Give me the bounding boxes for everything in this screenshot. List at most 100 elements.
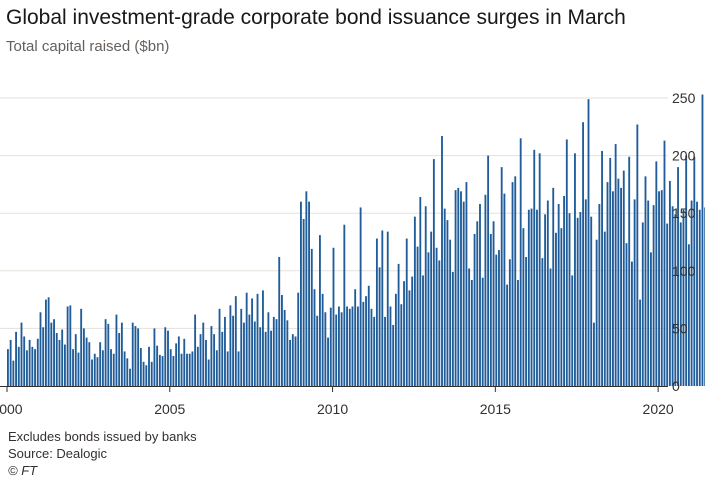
bar xyxy=(47,297,50,386)
bar xyxy=(568,213,571,386)
bar xyxy=(403,281,405,386)
bar xyxy=(685,155,688,386)
bar xyxy=(348,308,351,386)
bar xyxy=(639,299,641,386)
bar xyxy=(446,220,449,386)
bar xyxy=(598,203,601,386)
bar xyxy=(42,327,45,386)
bar xyxy=(582,122,585,386)
bar xyxy=(603,231,606,386)
bar xyxy=(329,307,332,386)
bar xyxy=(693,156,696,386)
bar xyxy=(481,277,484,386)
bar xyxy=(468,268,471,386)
bar xyxy=(346,306,348,386)
bar xyxy=(156,345,159,386)
bar xyxy=(321,293,324,386)
bar xyxy=(432,159,435,386)
bar xyxy=(213,334,216,386)
bar xyxy=(148,346,150,386)
bar xyxy=(443,208,446,386)
bar xyxy=(196,346,199,386)
y-tick-label: 250 xyxy=(672,90,696,106)
y-tick-label: 100 xyxy=(672,263,696,279)
bar xyxy=(137,328,140,386)
bar xyxy=(188,353,191,386)
bar xyxy=(373,316,376,386)
bar xyxy=(351,306,354,386)
bar xyxy=(397,263,400,386)
bar xyxy=(248,314,251,386)
bar xyxy=(557,203,560,386)
bar xyxy=(153,328,156,386)
bar xyxy=(278,256,281,386)
bar xyxy=(590,216,593,386)
bar xyxy=(473,233,476,386)
bar xyxy=(677,167,679,386)
bar xyxy=(620,187,622,386)
bar xyxy=(129,368,131,386)
bar xyxy=(186,353,188,386)
bar xyxy=(441,136,443,386)
bar xyxy=(286,320,289,386)
bar xyxy=(297,292,300,386)
bar xyxy=(96,357,99,386)
chart-footer: Excludes bonds issued by banks Source: D… xyxy=(8,428,197,479)
x-axis-labels: 2000 2005 2010 2015 2020 xyxy=(0,401,674,417)
bar-chart: 0 50 100 150 200 250 2000 2005 2010 2015 2020 xyxy=(0,90,705,417)
bar xyxy=(479,203,481,386)
bar xyxy=(172,356,175,386)
bar xyxy=(20,322,23,386)
bar xyxy=(145,365,148,386)
bar xyxy=(563,195,566,386)
bar xyxy=(465,182,468,386)
bar xyxy=(134,326,137,386)
bar xyxy=(294,336,297,386)
bar xyxy=(99,342,102,386)
bar xyxy=(199,334,202,386)
bar xyxy=(283,309,286,386)
bar xyxy=(337,306,340,386)
bar xyxy=(533,149,536,386)
bar xyxy=(270,330,273,386)
bar xyxy=(281,294,283,386)
bar xyxy=(39,312,42,386)
bar xyxy=(237,351,240,386)
bar xyxy=(628,156,631,386)
bar xyxy=(511,182,514,386)
bar xyxy=(74,334,77,386)
bar xyxy=(671,206,674,386)
bar xyxy=(245,292,248,386)
bar xyxy=(335,314,338,386)
bar xyxy=(25,350,28,386)
bar xyxy=(356,306,359,386)
bar xyxy=(31,346,34,386)
bar xyxy=(565,139,568,386)
bar xyxy=(617,178,620,386)
x-tick-label: 2010 xyxy=(317,401,348,417)
bar xyxy=(34,349,36,386)
bar xyxy=(679,222,682,386)
bar xyxy=(82,328,85,386)
bar xyxy=(454,190,457,386)
bar xyxy=(487,155,490,386)
footnote-text: Excludes bonds issued by banks xyxy=(8,429,197,444)
bar xyxy=(17,346,20,386)
bar xyxy=(256,293,259,386)
bar xyxy=(275,319,278,386)
bar xyxy=(229,305,232,386)
bar xyxy=(606,182,609,386)
bar xyxy=(430,231,433,386)
bar xyxy=(427,252,430,386)
bar xyxy=(28,339,31,386)
bar xyxy=(584,199,587,386)
bar xyxy=(66,306,69,386)
bar xyxy=(386,231,389,386)
bar xyxy=(267,312,270,386)
bar xyxy=(150,361,153,386)
bar xyxy=(183,338,186,386)
bar xyxy=(104,319,107,386)
bar xyxy=(259,327,262,386)
bar xyxy=(118,333,121,386)
bar xyxy=(91,359,93,386)
